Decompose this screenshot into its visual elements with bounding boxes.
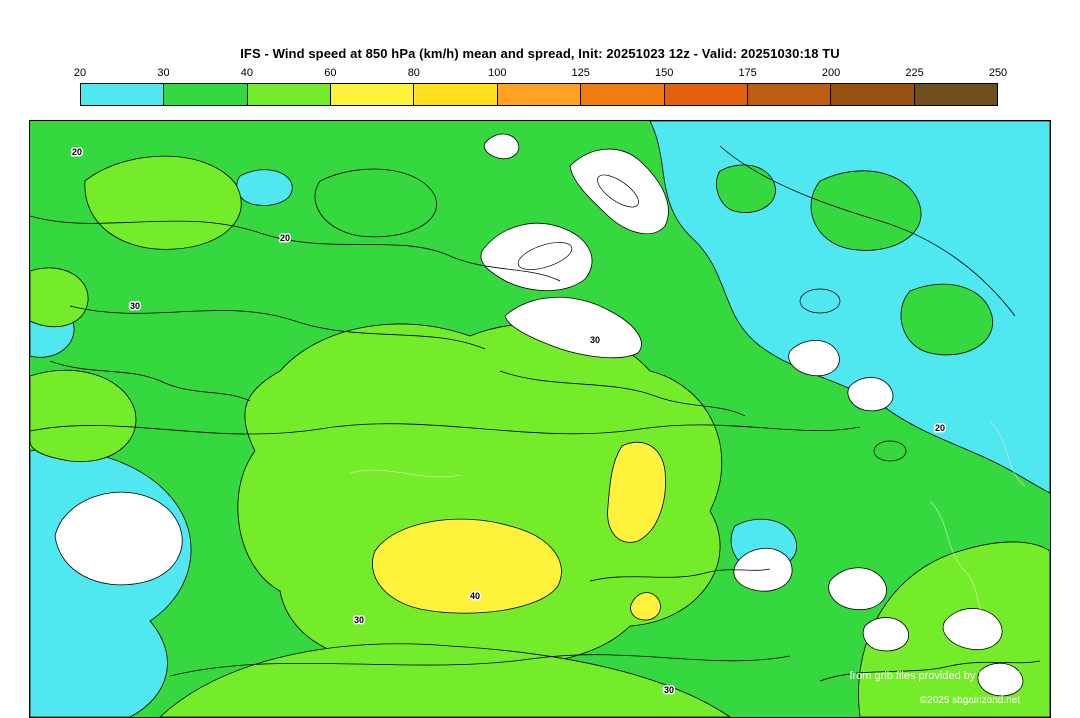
wind-region-green-island [900, 283, 994, 356]
credits: from grib files provided by ECMWF ©2025 … [849, 670, 1020, 706]
wind-region-green-island [716, 164, 776, 213]
contour-lines [30, 145, 1041, 682]
wind-region-yellow-mid [607, 441, 666, 543]
colorbar-segment-100-125 [497, 84, 582, 105]
contour-label: 20 [280, 233, 290, 243]
colorbar-segment-175-200 [747, 84, 832, 105]
colorbar-ticks: 20 30 40 60 80 100 125 150 175 200 225 250 [74, 66, 1007, 83]
contour-label: 20 [935, 423, 945, 433]
wind-region-bright-west-small [30, 267, 89, 328]
wind-region-calm-east-b [847, 377, 894, 412]
credit-ecmwf: from grib files provided by ECMWF [849, 670, 1020, 682]
colorbar: 20 30 40 60 80 100 125 150 175 200 225 250 [74, 66, 1007, 106]
chart-title: IFS - Wind speed at 850 hPa (km/h) mean … [240, 46, 840, 61]
colorbar-tick: 125 [571, 67, 590, 79]
wind-region-bright-bottom-strip [159, 643, 731, 717]
contour-line [30, 423, 861, 435]
contour-line [314, 168, 437, 238]
wind-region-calm-top [483, 133, 520, 160]
contour-ring [873, 440, 907, 462]
border-line [989, 420, 1026, 487]
contour-line [499, 370, 746, 417]
colorbar-segment-30-40 [164, 84, 248, 105]
wind-region-calm-southeast-a [828, 567, 887, 611]
wind-region-calm-southeast-b [862, 617, 909, 652]
wind-region-calm-southeast-d [977, 662, 1024, 697]
colorbar-segment-80-100 [414, 84, 498, 105]
colorbar-tick: 250 [988, 67, 1008, 79]
colorbar-tick: 20 [73, 67, 87, 79]
contour-line [49, 360, 251, 402]
wind-region-cyan-northwest-strip [236, 169, 293, 206]
contour-label: 30 [664, 685, 674, 695]
regions-green-islands [716, 164, 994, 356]
contour-line [69, 305, 486, 350]
weather-map: 20 30 20 30 40 30 20 30 from grib files … [30, 121, 1050, 717]
colorbar-tick: 175 [738, 67, 757, 79]
border-line [349, 469, 461, 478]
wind-region-calm-scandinavia-c [504, 296, 642, 359]
regions-white-calm [54, 133, 1024, 697]
country-borders [349, 420, 1026, 627]
contour-ring [799, 288, 841, 314]
colorbar-tick: 225 [905, 67, 924, 79]
colorbar-tick: 30 [157, 67, 170, 79]
contour-ring [597, 174, 639, 208]
wind-region-calm-southeast-c [942, 608, 1003, 651]
contour-label: 30 [354, 615, 364, 625]
colorbar-tick: 60 [324, 67, 337, 79]
colorbar-segment-60-80 [331, 84, 415, 105]
wind-region-calm-scandinavia-b [569, 148, 669, 235]
contour-line [719, 145, 1016, 317]
credit-site: ©2025 sbgairizond.net [920, 695, 1020, 706]
colorbar-tick: 80 [407, 67, 420, 79]
wind-region-bright-northwest [84, 155, 242, 250]
colorbar-segment-20-30 [81, 84, 165, 105]
colorbar-segment-150-175 [664, 84, 748, 105]
wind-region-calm-east-a [788, 339, 840, 377]
wind-region-yellow-main [372, 518, 562, 614]
colorbar-tick: 200 [821, 67, 841, 79]
contour-line [30, 215, 561, 282]
colorbar-tick: 100 [488, 67, 507, 79]
colorbar-segment-225-250 [914, 84, 997, 105]
contour-ring [517, 242, 573, 270]
contour-label: 40 [470, 591, 480, 601]
border-line [929, 500, 991, 627]
colorbar-segments [80, 83, 998, 106]
colorbar-segment-40-60 [247, 84, 332, 105]
colorbar-tick: 150 [654, 67, 674, 79]
contour-label: 30 [590, 335, 600, 345]
contour-line [169, 654, 791, 677]
colorbar-tick: 40 [240, 67, 254, 79]
contour-line [589, 568, 771, 582]
contour-label: 20 [72, 147, 82, 157]
wind-region-calm-southwest [54, 491, 183, 586]
wind-region-bright-west [30, 369, 137, 463]
wind-region-calm-scandinavia-a [480, 222, 593, 292]
contour-labels: 20 30 20 30 40 30 20 30 [71, 146, 947, 697]
map-frame: 20 30 20 30 40 30 20 30 from grib files … [29, 120, 1051, 718]
colorbar-segment-200-225 [831, 84, 915, 105]
contour-line [819, 660, 1041, 682]
contour-label: 30 [130, 301, 140, 311]
wind-region-green-island [810, 170, 922, 251]
wind-region-yellow-small [630, 592, 661, 621]
regions-bright-green [30, 155, 1050, 717]
colorbar-segment-125-150 [581, 84, 665, 105]
